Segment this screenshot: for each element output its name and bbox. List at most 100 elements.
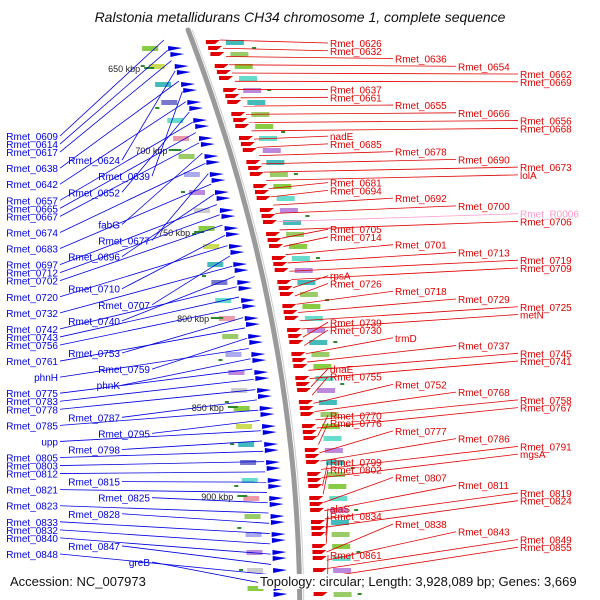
gene-leader-line — [318, 422, 329, 445]
feature-block-outer — [313, 364, 332, 369]
forward-gene-arrow — [246, 160, 261, 164]
gene-label-reverse: Rmet_0759 — [98, 365, 150, 376]
reverse-gene-arrow — [270, 514, 285, 519]
forward-gene-arrow — [293, 364, 308, 368]
gene-leader-line — [311, 376, 329, 396]
forward-gene-arrow — [307, 478, 322, 482]
gene-leader-line — [320, 438, 457, 462]
reverse-gene-arrow — [209, 172, 224, 177]
gene-label-reverse: Rmet_0756 — [6, 341, 58, 352]
feature-block-outer — [320, 412, 339, 417]
feature-block-inner — [148, 64, 165, 69]
feature-block-outer — [324, 448, 343, 453]
feature-block-inner — [155, 82, 172, 87]
scale-label: 800 kbp — [177, 314, 209, 324]
tick-dash — [180, 191, 185, 193]
gene-leader-line — [320, 445, 519, 470]
gene-label-forward: Rmet_0768 — [458, 388, 510, 399]
gene-label-reverse: Rmet_0677 — [98, 236, 150, 247]
forward-gene-arrow — [296, 382, 311, 386]
tick-dash — [234, 485, 239, 487]
forward-gene-arrow — [311, 532, 326, 536]
feature-block-outer — [276, 196, 295, 201]
reverse-gene-arrow — [266, 466, 281, 471]
reverse-gene-arrow — [249, 340, 264, 345]
forward-gene-arrow — [313, 568, 328, 572]
feature-block-outer — [302, 304, 321, 309]
gene-leader-line — [248, 120, 519, 123]
gene-label-reverse: Rmet_0815 — [68, 478, 120, 489]
scale-label: 700 kbp — [135, 146, 167, 156]
forward-gene-arrow — [231, 112, 246, 116]
gene-label-forward: nadE — [330, 132, 354, 143]
feature-block-inner — [198, 226, 215, 231]
forward-gene-arrow — [233, 118, 248, 122]
gene-label-forward: Rmet_0811 — [458, 481, 509, 492]
gene-label-reverse: Rmet_0821 — [6, 486, 58, 497]
gene-leader-line — [151, 255, 231, 306]
gene-leader-line — [240, 96, 329, 99]
gene-leader-line — [59, 306, 242, 346]
gene-leader-line — [266, 174, 519, 181]
feature-block-inner — [247, 568, 264, 573]
reverse-gene-arrow — [255, 376, 270, 381]
gene-leader-line — [246, 112, 457, 115]
gene-label-forward: trmD — [395, 334, 417, 345]
map-title: Ralstonia metallidurans CH34 chromosome … — [94, 9, 506, 25]
feature-block-outer — [333, 592, 352, 597]
tick-dash — [293, 173, 298, 175]
feature-block-inner — [188, 190, 205, 195]
reverse-gene-arrow — [251, 352, 266, 357]
feature-block-outer — [266, 160, 285, 165]
forward-gene-arrow — [205, 40, 220, 44]
sequence-stats: Topology: circular; Length: 3,928,089 bp… — [258, 574, 579, 589]
feature-block-outer — [289, 244, 308, 249]
reverse-gene-arrow — [245, 322, 260, 327]
gene-leader-line — [59, 39, 165, 137]
reverse-gene-arrow — [174, 64, 189, 69]
gene-leader-line — [251, 127, 519, 132]
accession-label: Accession: NC_007973 — [8, 574, 148, 589]
feature-block-inner — [207, 262, 224, 267]
gene-label-forward: Rmet_0666 — [458, 109, 510, 120]
reverse-gene-arrow — [269, 496, 284, 501]
gene-leader-line — [326, 523, 394, 553]
gene-label-reverse: Rmet_0828 — [68, 510, 120, 521]
gene-leader-line — [256, 143, 329, 148]
feature-block-inner — [167, 118, 184, 123]
gene-label-reverse: Rmet_0642 — [6, 180, 58, 191]
forward-gene-arrow — [208, 46, 223, 50]
gene-label-reverse: Rmet_0785 — [6, 421, 58, 432]
forward-gene-arrow — [271, 256, 286, 260]
gene-label-reverse: Rmet_0778 — [6, 405, 58, 416]
gene-label-reverse: Rmet_0674 — [6, 228, 58, 239]
gene-label-forward: lolA — [520, 171, 537, 182]
gene-label-forward: Rmet_0709 — [520, 264, 572, 275]
feature-block-inner — [225, 352, 242, 357]
gene-leader-line — [59, 121, 193, 201]
reverse-gene-arrow — [234, 268, 249, 273]
feature-block-outer — [317, 388, 336, 393]
gene-leader-line — [261, 158, 457, 165]
gene-leader-line — [151, 561, 272, 586]
gene-leader-line — [121, 276, 235, 322]
gene-leader-line — [226, 56, 394, 59]
gene-leader-line — [59, 80, 180, 169]
gene-label-reverse: Rmet_0712 — [6, 269, 58, 280]
gene-label-reverse: Rmet_0639 — [98, 172, 150, 183]
gene-leader-line — [59, 214, 220, 274]
tick-dash — [140, 65, 145, 67]
forward-gene-arrow — [249, 172, 264, 176]
gene-leader-line — [59, 142, 200, 217]
gene-leader-line — [327, 539, 519, 569]
gene-label-reverse: Rmet_0665 — [6, 204, 58, 215]
gene-label-forward: Rmet_0834 — [330, 512, 382, 523]
backbone-highlight — [191, 29, 305, 600]
reverse-gene-arrow — [211, 178, 226, 183]
reverse-gene-arrow — [241, 298, 256, 303]
gene-label-reverse: Rmet_0832 — [6, 526, 58, 537]
forward-gene-arrow — [225, 94, 240, 98]
tick-dash — [357, 593, 362, 595]
feature-block-outer — [307, 328, 326, 333]
feature-block-outer — [262, 148, 281, 153]
